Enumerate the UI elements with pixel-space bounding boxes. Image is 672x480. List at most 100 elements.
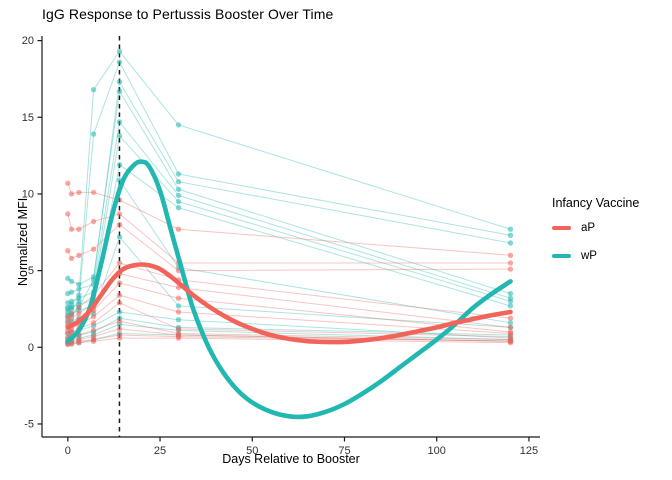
data-point-aP — [507, 260, 514, 266]
data-point-wP — [175, 317, 182, 323]
data-point-aP — [507, 266, 514, 272]
data-point-wP — [76, 295, 82, 301]
data-point-wP — [76, 286, 82, 292]
legend: Infancy Vaccine aP wP — [552, 196, 670, 278]
data-point-aP — [68, 329, 75, 335]
data-point-aP — [507, 324, 514, 331]
data-point-wP — [68, 298, 75, 304]
legend-key-line-aP — [552, 225, 571, 231]
data-point-aP — [90, 338, 97, 344]
chart-title: IgG Response to Pertussis Booster Over T… — [42, 6, 334, 22]
legend-item-wP: wP — [552, 250, 670, 262]
data-point-aP — [507, 315, 514, 321]
subject-line-wP — [67, 80, 511, 319]
data-point-aP — [175, 309, 182, 315]
data-point-aP — [65, 211, 71, 217]
data-point-aP — [90, 189, 97, 196]
data-point-aP — [507, 340, 514, 346]
data-point-aP — [68, 191, 75, 197]
data-point-aP — [175, 226, 182, 232]
data-point-wP — [68, 289, 75, 295]
data-point-aP — [507, 252, 514, 258]
data-point-wP — [175, 205, 182, 211]
data-point-aP — [116, 260, 123, 266]
x-tick-label: 25 — [154, 445, 166, 457]
subject-line-wP — [67, 178, 511, 324]
data-point-aP — [68, 341, 75, 347]
data-point-wP — [175, 179, 182, 185]
y-axis-title: Normalized MFI — [16, 197, 30, 286]
data-point-wP — [116, 162, 123, 168]
x-tick-label: 75 — [338, 445, 350, 457]
data-point-aP — [116, 326, 123, 332]
subject-line-wP — [67, 60, 511, 313]
data-point-aP — [68, 315, 75, 321]
data-point-aP — [116, 280, 123, 286]
data-point-wP — [175, 198, 182, 205]
data-point-aP — [76, 310, 82, 317]
y-tick-label: 20 — [22, 35, 34, 47]
subject-line-wP — [67, 163, 511, 310]
data-point-wP — [90, 274, 97, 280]
legend-items: aP wP — [552, 222, 670, 262]
data-point-aP — [68, 226, 75, 232]
data-point-aP — [65, 180, 71, 186]
data-point-aP — [116, 300, 123, 306]
data-point-aP — [76, 304, 82, 311]
data-point-wP — [116, 309, 123, 315]
data-point-wP — [507, 232, 514, 238]
data-point-wP — [507, 226, 514, 232]
data-point-aP — [116, 335, 123, 341]
data-point-wP — [76, 281, 82, 288]
smooth-curve-aP — [65, 262, 513, 345]
data-point-aP — [76, 340, 82, 346]
data-point-wP — [90, 131, 97, 137]
data-point-wP — [175, 186, 182, 192]
data-point-wP — [175, 192, 182, 199]
legend-key-line-wP — [552, 253, 571, 259]
data-point-aP — [90, 327, 97, 334]
data-point-aP — [175, 335, 182, 341]
data-point-wP — [90, 87, 97, 93]
data-point-wP — [116, 234, 123, 240]
data-point-wP — [68, 278, 75, 285]
y-tick-label: 0 — [28, 342, 34, 354]
data-point-aP — [76, 189, 82, 196]
data-point-wP — [116, 48, 123, 54]
y-tick-label: 5 — [28, 265, 34, 277]
data-point-wP — [507, 320, 514, 326]
data-point-wP — [507, 240, 514, 246]
data-point-aP — [68, 310, 75, 317]
data-point-aP — [65, 248, 71, 254]
data-point-wP — [507, 290, 514, 297]
data-point-wP — [507, 303, 514, 309]
y-tick-label: 10 — [22, 188, 34, 200]
legend-title: Infancy Vaccine — [552, 196, 640, 210]
data-point-aP — [175, 295, 182, 301]
data-point-aP — [116, 292, 123, 298]
subject-line-wP — [67, 120, 511, 299]
data-point-wP — [175, 122, 182, 128]
data-point-wP — [175, 303, 182, 309]
data-point-wP — [116, 119, 123, 125]
data-point-aP — [65, 318, 71, 324]
data-point-aP — [90, 246, 97, 252]
data-point-aP — [116, 211, 123, 217]
data-point-wP — [116, 79, 123, 85]
data-point-wP — [116, 133, 123, 139]
data-point-aP — [90, 313, 97, 320]
legend-label-wP: wP — [581, 250, 597, 262]
data-point-aP — [90, 218, 97, 225]
data-point-aP — [175, 326, 182, 332]
data-point-wP — [116, 88, 123, 94]
data-point-wP — [507, 298, 514, 304]
subject-line-aP — [67, 213, 511, 264]
data-point-wP — [116, 59, 123, 65]
x-tick-label: 0 — [65, 445, 71, 457]
data-point-aP — [68, 255, 75, 262]
x-axis-title: Days Relative to Booster — [222, 452, 360, 466]
data-point-aP — [76, 252, 82, 258]
data-point-aP — [116, 318, 123, 324]
